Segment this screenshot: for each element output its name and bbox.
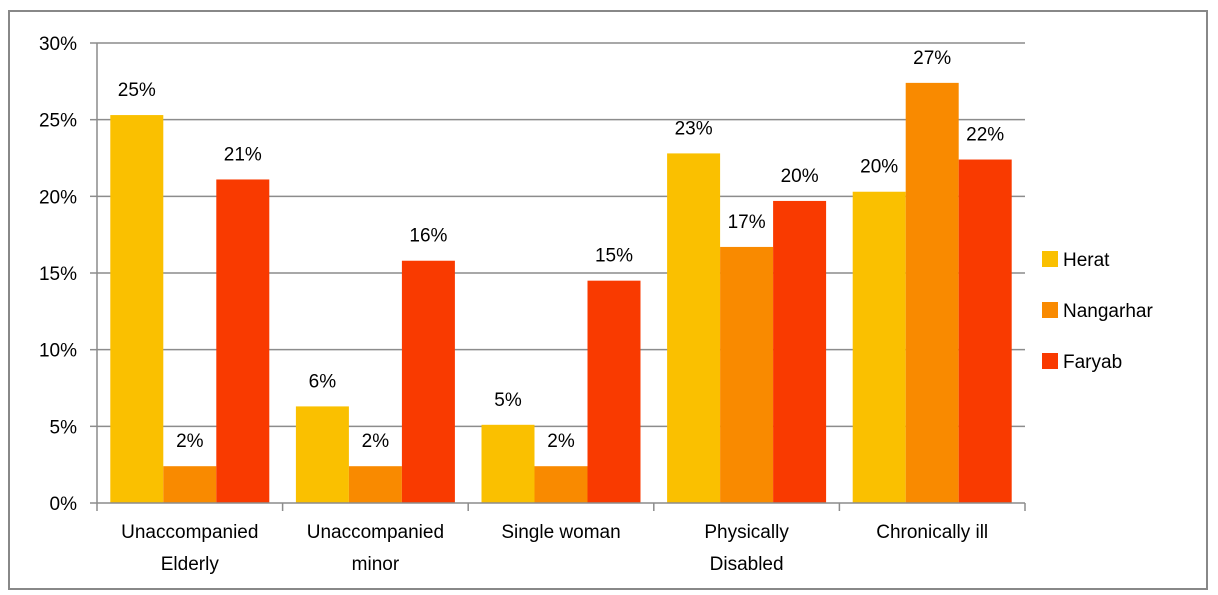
- data-label: 23%: [675, 118, 713, 139]
- bar-nangarhar: [534, 466, 588, 503]
- axes: [90, 42, 1026, 511]
- category-label: Chronically ill: [876, 522, 988, 543]
- category-label-line: minor: [352, 554, 400, 575]
- bar-nangarhar: [348, 466, 402, 503]
- category-label: Unaccompanied minor: [307, 522, 444, 575]
- legend: Herat Nangarhar Faryab: [1042, 250, 1153, 373]
- bar-faryab: [587, 280, 641, 503]
- data-label: 15%: [595, 246, 633, 267]
- bars: [110, 82, 1012, 504]
- category-label: Unaccompanied Elderly: [121, 522, 258, 575]
- data-label: 6%: [309, 371, 337, 392]
- category-label-line: Elderly: [161, 554, 220, 575]
- data-label: 2%: [176, 431, 204, 452]
- data-label: 21%: [224, 144, 262, 165]
- data-label: 20%: [860, 157, 898, 178]
- bar-herat: [110, 115, 164, 504]
- data-label: 5%: [494, 390, 522, 411]
- legend-label-faryab: Faryab: [1063, 352, 1122, 373]
- bar-nangarhar: [163, 466, 217, 503]
- y-tick-labels: 0% 5% 10% 15% 20% 25% 30%: [39, 34, 77, 515]
- bar-faryab: [958, 159, 1012, 504]
- legend-swatch-faryab: [1042, 353, 1058, 369]
- category-label-line: Unaccompanied: [121, 522, 258, 543]
- bar-nangarhar: [905, 82, 959, 503]
- x-category-labels: Unaccompanied Elderly Unaccompanied minor Si…: [121, 522, 988, 575]
- bar-herat: [667, 153, 721, 503]
- category-label-line: Unaccompanied: [307, 522, 444, 543]
- data-label: 2%: [547, 431, 575, 452]
- legend-swatch-nangarhar: [1042, 302, 1058, 318]
- bar-herat: [852, 191, 906, 503]
- y-tick-label: 0%: [50, 494, 78, 515]
- data-label: 22%: [966, 125, 1004, 146]
- y-tick-label: 10%: [39, 341, 77, 362]
- legend-swatch-herat: [1042, 251, 1058, 267]
- data-label: 25%: [118, 80, 156, 101]
- y-tick-label: 20%: [39, 187, 77, 208]
- bar-herat: [295, 406, 349, 503]
- bar-faryab: [773, 200, 827, 503]
- data-label: 17%: [728, 212, 766, 233]
- bar-herat: [481, 424, 535, 503]
- bar-faryab: [216, 179, 270, 503]
- category-label: Single woman: [501, 522, 620, 543]
- data-label: 20%: [781, 166, 819, 187]
- category-label: Physically Disabled: [704, 522, 789, 575]
- data-label: 16%: [409, 226, 447, 247]
- bar-chart: 0% 5% 10% 15% 20% 25% 30% Unaccompanied Elderly…: [39, 34, 1153, 575]
- bar-faryab: [401, 260, 455, 503]
- y-tick-label: 15%: [39, 264, 77, 285]
- legend-label-nangarhar: Nangarhar: [1063, 301, 1153, 322]
- data-label: 2%: [362, 431, 390, 452]
- category-label-line: Physically: [704, 522, 789, 543]
- y-tick-label: 5%: [50, 417, 78, 438]
- category-label-line: Chronically ill: [876, 522, 988, 543]
- category-label-line: Single woman: [501, 522, 620, 543]
- category-label-line: Disabled: [710, 554, 784, 575]
- y-tick-label: 30%: [39, 34, 77, 55]
- chart-frame: 0% 5% 10% 15% 20% 25% 30% Unaccompanied Elderly…: [8, 10, 1208, 590]
- bar-nangarhar: [720, 246, 774, 503]
- legend-label-herat: Herat: [1063, 250, 1110, 271]
- y-tick-label: 25%: [39, 111, 77, 132]
- data-labels: 25% 6% 5% 23% 20% 2% 2% 2% 17% 27% 21% 16% 15% 20% 22%: [118, 48, 1005, 452]
- data-label: 27%: [913, 48, 951, 69]
